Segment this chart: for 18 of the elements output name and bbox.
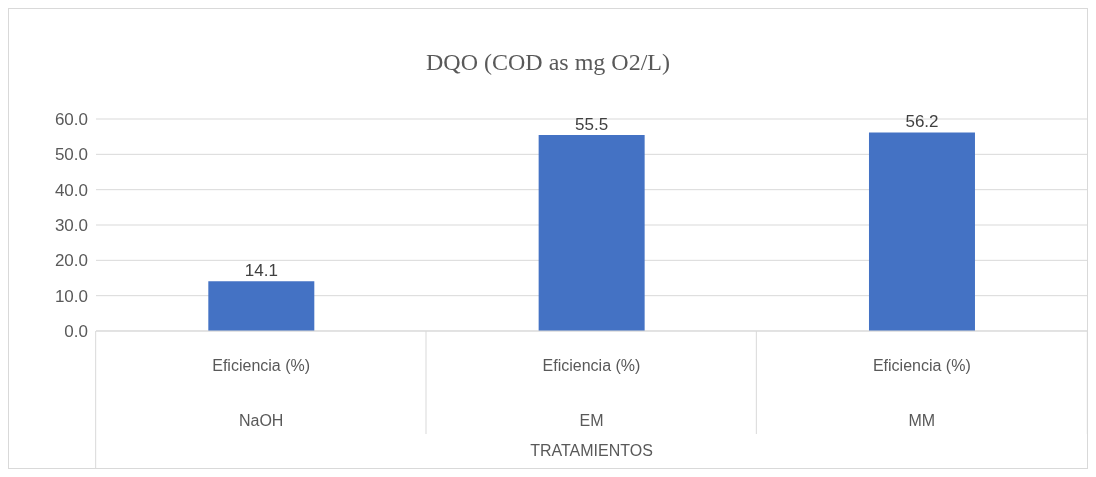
- y-tick-label: 50.0: [54, 145, 88, 165]
- data-label: 55.5: [575, 114, 609, 134]
- chart-title: DQO (COD as mg O2/L): [425, 49, 671, 76]
- data-label: 14.1: [244, 261, 278, 281]
- y-tick-label: 10.0: [54, 286, 88, 306]
- data-label: 56.2: [905, 112, 939, 132]
- y-tick-label: 20.0: [54, 251, 88, 271]
- category-label: Eficiencia (%) MM: [872, 357, 971, 429]
- category-label: Eficiencia (%) NaOH: [212, 357, 311, 429]
- text: TRATAMIENTOS: [529, 442, 654, 460]
- bar: [208, 281, 315, 331]
- bar: [868, 132, 975, 331]
- bar: [538, 134, 645, 331]
- y-tick-label: 0.0: [64, 322, 88, 342]
- y-tick-label: 30.0: [54, 216, 88, 236]
- y-tick-label: 40.0: [54, 180, 88, 200]
- y-tick-label: 60.0: [54, 110, 88, 130]
- category-label: Eficiencia (%) EM: [542, 357, 641, 429]
